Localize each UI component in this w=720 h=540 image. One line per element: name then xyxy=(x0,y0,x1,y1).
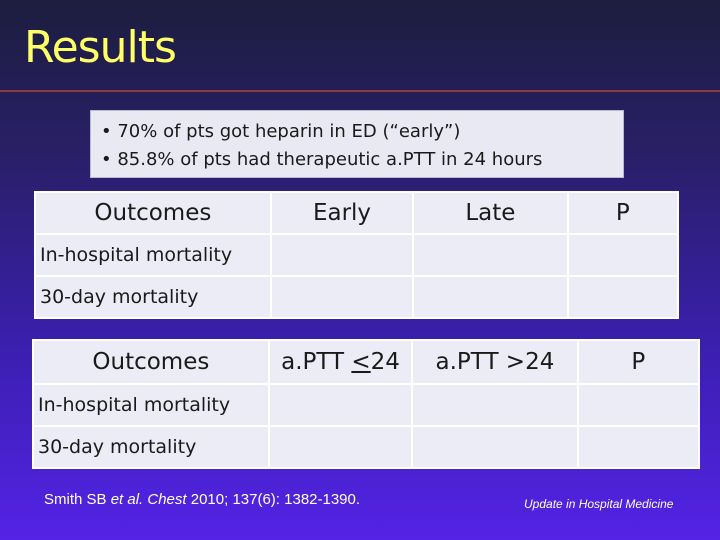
citation-details: 2010; 137(6): 1382-1390. xyxy=(190,491,361,508)
row-label: 30-day mortality xyxy=(32,425,270,469)
table-cell xyxy=(267,383,414,427)
header-outcomes: Outcomes xyxy=(34,191,272,235)
citation-journal: et al. Chest xyxy=(110,491,191,508)
table-cell xyxy=(566,275,680,319)
citation: Smith SB et al. Chest 2010; 137(6): 1382… xyxy=(44,491,360,508)
header-late: Late xyxy=(412,191,569,235)
row-label: 30-day mortality xyxy=(34,275,272,319)
footer-text: Update in Hospital Medicine xyxy=(524,497,674,511)
citation-authors: Smith SB xyxy=(44,491,111,508)
table-cell xyxy=(412,233,569,277)
row-label: In-hospital mortality xyxy=(34,233,272,277)
header-aptt-low: a.PTT <24 xyxy=(267,339,414,385)
less-equal-symbol: < xyxy=(351,349,371,375)
header-p: P xyxy=(576,339,701,385)
row-label: In-hospital mortality xyxy=(32,383,270,427)
table-cell xyxy=(412,275,569,319)
table-cell xyxy=(267,425,414,469)
header-early: Early xyxy=(269,191,415,235)
header-p: P xyxy=(566,191,680,235)
bullet-box: • 70% of pts got heparin in ED (“early”)… xyxy=(90,110,624,178)
title-divider xyxy=(0,90,720,92)
header-aptt-high: a.PTT >24 xyxy=(411,339,579,385)
table-cell xyxy=(411,425,579,469)
header-aptt-threshold: 24 xyxy=(370,349,400,375)
table-cell xyxy=(576,425,701,469)
table-cell xyxy=(411,383,579,427)
table-cell xyxy=(566,233,680,277)
header-outcomes: Outcomes xyxy=(32,339,270,385)
table-row: In-hospital mortality xyxy=(32,383,701,427)
header-aptt-prefix: a.PTT xyxy=(281,349,352,375)
outcomes-table-early-late: Outcomes Early Late P In-hospital mortal… xyxy=(34,191,680,319)
outcomes-table-aptt: Outcomes a.PTT <24 a.PTT >24 P In-hospit… xyxy=(32,339,701,469)
bullet-item: • 70% of pts got heparin in ED (“early”) xyxy=(101,121,461,142)
table-cell xyxy=(269,233,415,277)
table-row: 30-day mortality xyxy=(32,425,701,469)
table-row: In-hospital mortality xyxy=(34,233,680,277)
table-cell xyxy=(576,383,701,427)
slide-title: Results xyxy=(24,22,177,73)
table-row: 30-day mortality xyxy=(34,275,680,319)
table-cell xyxy=(269,275,415,319)
bullet-item: • 85.8% of pts had therapeutic a.PTT in … xyxy=(101,149,543,170)
